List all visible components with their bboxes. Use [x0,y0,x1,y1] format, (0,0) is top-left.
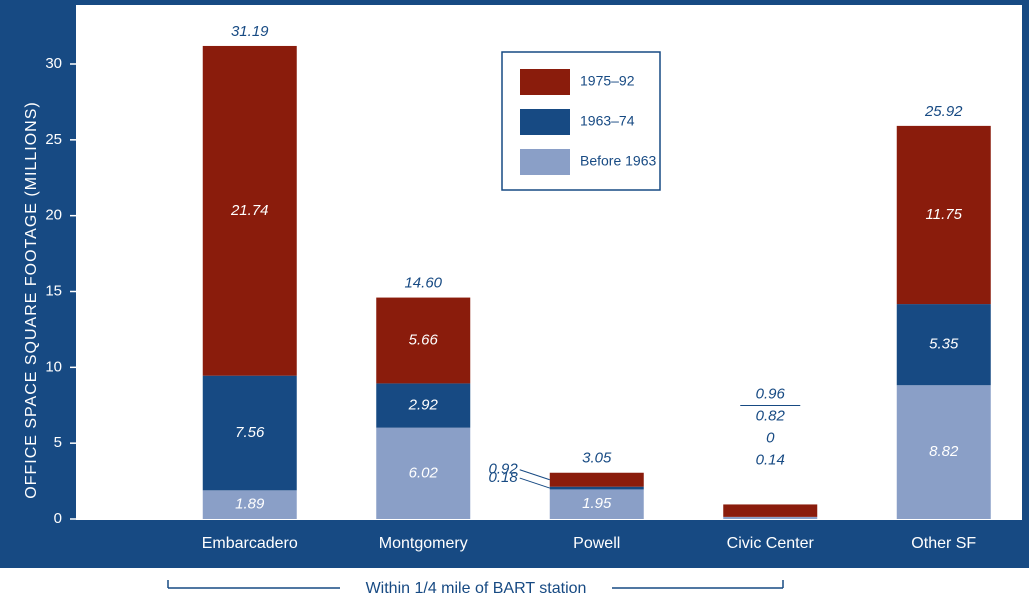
value-label: 6.02 [409,464,439,481]
x-tick-label: Montgomery [379,535,468,552]
bar-segment [896,304,991,386]
annotation: Within 1/4 mile of BART station [366,580,587,597]
y-axis-label: OFFICE SPACE SQUARE FOOTAGE (MILLIONS) [23,101,40,498]
total-label: 3.05 [582,450,612,467]
y-tick-label: 5 [54,434,62,451]
value-label: 0.14 [756,451,785,468]
total-label: 14.60 [404,275,442,292]
bar-segment [376,427,471,519]
bar-segment [376,383,471,428]
value-label: 1.95 [582,495,612,512]
value-label: 0.18 [489,469,519,486]
y-tick-label: 25 [45,131,62,148]
legend-swatch [520,69,570,95]
value-label: 8.82 [929,443,959,460]
value-label: 0 [766,429,775,446]
bar-segment [896,385,991,519]
y-tick-label: 30 [45,55,62,72]
bar-segment [202,490,297,519]
leader-line [519,477,550,489]
bar-segment [723,516,818,519]
value-label: 1.89 [235,496,265,513]
total-label: 0.96 [756,385,786,402]
y-tick-label: 0 [54,510,62,527]
y-tick-label: 15 [45,282,62,299]
legend-swatch [520,149,570,175]
bar-segment [202,375,297,491]
value-label: 0.92 [489,461,519,478]
bar-segment [549,472,644,487]
total-label: 31.19 [231,23,269,40]
legend-label: 1963–74 [580,113,635,129]
total-label: 25.92 [924,103,963,120]
value-label: 5.35 [929,336,959,353]
x-tick-label: Embarcadero [202,535,298,552]
legend-label: Before 1963 [580,153,656,169]
value-label: 21.74 [230,202,269,219]
x-tick-label: Other SF [911,535,976,552]
value-label: 2.92 [408,397,439,414]
bar-segment [896,125,991,305]
y-tick-label: 20 [45,207,62,224]
legend-swatch [520,109,570,135]
value-label: 0.82 [756,407,786,424]
legend-label: 1975–92 [580,73,635,89]
value-label: 11.75 [926,206,963,223]
bar-segment [549,489,644,519]
leader-line [519,469,550,481]
bar-segment [202,45,297,376]
x-tick-label: Powell [573,535,620,552]
bar-segment [723,504,818,517]
value-label: 5.66 [409,331,439,348]
value-label: 7.56 [235,424,265,441]
bar-segment [549,486,644,490]
x-tick-label: Civic Center [727,535,815,552]
y-tick-label: 10 [45,358,62,375]
bar-segment [376,297,471,384]
